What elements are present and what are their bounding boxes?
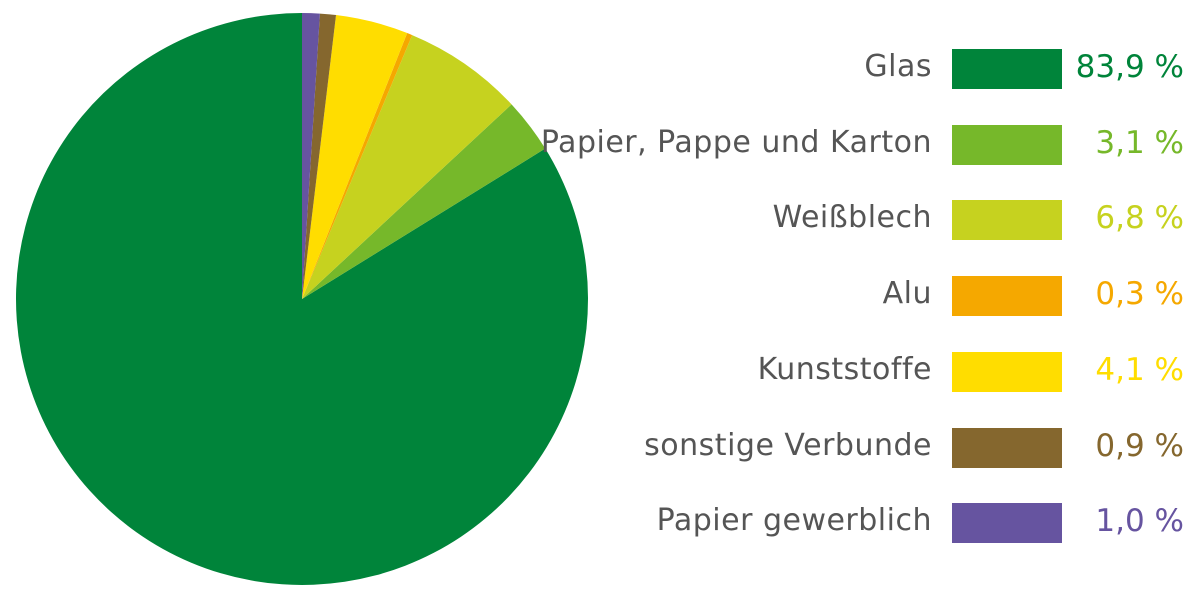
legend-swatch	[952, 276, 1062, 317]
pie-slice-4	[302, 15, 408, 299]
legend-swatch	[952, 351, 1062, 392]
legend-swatch	[952, 427, 1062, 468]
legend-swatch	[952, 124, 1062, 165]
pie-slice-6	[302, 13, 320, 299]
legend-label: Weißblech	[772, 200, 932, 236]
legend-item: Weißblech 6,8 %	[560, 196, 1200, 241]
legend-swatch	[952, 49, 1062, 89]
legend-percentage: 1,0 %	[1095, 503, 1184, 540]
legend-swatch	[952, 200, 1062, 241]
legend-percentage: 0,3 %	[1095, 276, 1184, 313]
legend-percentage: 6,8 %	[1095, 200, 1184, 237]
pie-slice-2	[302, 35, 512, 299]
legend-label: Alu	[882, 276, 932, 312]
legend-percentage: 0,9 %	[1095, 427, 1184, 464]
legend-item: Alu 0,3 %	[560, 272, 1200, 317]
legend-label: Papier, Pappe und Karton	[540, 124, 932, 160]
legend-percentage: 4,1 %	[1095, 351, 1184, 388]
legend-percentage: 83,9 %	[1075, 49, 1184, 85]
pie-slice-1	[302, 104, 546, 299]
legend-label: sonstige Verbunde	[644, 427, 932, 463]
legend-swatch	[952, 503, 1062, 544]
pie-slice-3	[302, 33, 413, 300]
legend-label: Kunststoffe	[757, 351, 932, 387]
legend-item: Kunststoffe 4,1 %	[560, 348, 1200, 392]
legend-percentage: 3,1 %	[1095, 124, 1184, 161]
legend-item: sonstige Verbunde 0,9 %	[560, 424, 1200, 468]
legend-label: Glas	[864, 49, 932, 84]
pie-slice-5	[302, 13, 337, 299]
legend-item: Papier, Pappe und Karton 3,1 %	[541, 121, 1200, 165]
legend-item: Papier gewerblich 1,0 %	[560, 499, 1200, 544]
legend-item: Glas 83,9 %	[560, 45, 1200, 89]
legend-label: Papier gewerblich	[656, 503, 932, 539]
pie-chart	[15, 13, 588, 585]
pie-slice-0	[15, 13, 588, 585]
